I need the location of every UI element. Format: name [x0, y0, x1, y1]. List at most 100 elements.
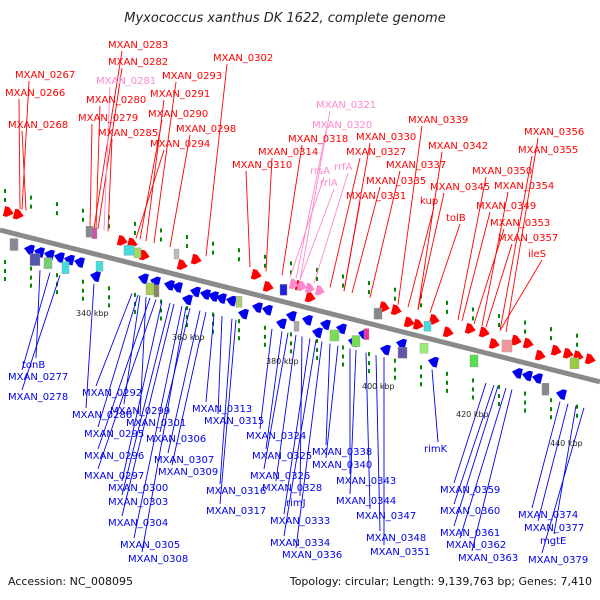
label-leader-line	[21, 130, 27, 211]
gene-label: MXAN_0320	[312, 120, 372, 131]
label-leader-line	[537, 403, 569, 522]
forward-gene-arrow	[510, 334, 522, 346]
label-leader-line	[145, 99, 165, 241]
reverse-gene-arrow	[276, 318, 287, 330]
label-leader-line	[21, 80, 30, 210]
tick-mark	[134, 230, 136, 235]
tick-mark	[446, 388, 448, 393]
gene-label: MXAN_0326	[250, 471, 310, 482]
label-leader-line	[97, 297, 151, 450]
tick-mark	[446, 300, 448, 305]
gene-label: MXAN_0334	[270, 538, 330, 549]
feature-block	[95, 261, 104, 272]
gene-label: MXAN_0305	[120, 540, 180, 551]
gene-label: MXAN_0286	[72, 410, 132, 421]
label-leader-line	[499, 259, 543, 331]
label-leader-line	[453, 384, 495, 505]
forward-gene-arrow	[464, 323, 476, 334]
feature-block	[29, 253, 41, 266]
tick-mark	[446, 309, 448, 314]
gene-label: MXAN_0281	[96, 76, 156, 87]
label-leader-line	[417, 192, 445, 310]
reverse-gene-arrow	[207, 291, 219, 302]
feature-block	[419, 343, 429, 354]
reverse-gene-arrow	[73, 257, 85, 269]
gene-label: MXAN_0280	[86, 95, 146, 106]
tick-mark	[524, 408, 526, 413]
tick-mark	[82, 217, 84, 222]
tick-mark	[56, 202, 58, 207]
gene-label: MXAN_0361	[440, 528, 500, 539]
tick-mark	[108, 224, 110, 229]
gene-features	[2, 206, 596, 400]
label-leader-line	[135, 149, 165, 239]
gene-label: MXAN_0307	[154, 455, 214, 466]
reverse-gene-arrow	[512, 368, 523, 379]
forward-gene-arrow	[478, 326, 490, 338]
label-leader-line	[139, 119, 163, 240]
label-leader-line	[141, 306, 187, 553]
tick-mark	[30, 204, 32, 209]
gene-label: MXAN_0344	[336, 496, 396, 507]
gene-label: MXAN_0315	[204, 416, 264, 427]
label-leader-line	[325, 343, 331, 446]
label-leader-line	[89, 123, 93, 227]
reverse-gene-arrow	[335, 323, 347, 335]
gene-label: MXAN_0330	[356, 132, 416, 143]
reverse-gene-arrow	[34, 247, 45, 258]
gene-label: MXAN_0300	[108, 483, 168, 494]
tick-mark	[160, 308, 162, 313]
kbp-scale-labels: 340 kbp 360 kbp 380 kbp 400 kbp 420 kbp 440 k…	[76, 309, 583, 448]
reverse-gene-arrow	[164, 280, 175, 291]
forward-gene-arrow	[176, 259, 188, 270]
gene-label: MXAN_0283	[108, 40, 168, 51]
gene-label: MXAN_0324	[246, 431, 306, 442]
tick-mark	[186, 306, 188, 311]
gene-label: MXAN_0308	[128, 554, 188, 565]
tick-mark	[30, 275, 32, 280]
tick-mark	[394, 358, 396, 363]
label-leader-line	[103, 86, 111, 231]
label-leader-lines	[18, 50, 585, 554]
label-leader-line	[259, 328, 273, 430]
tick-mark	[316, 267, 318, 272]
tick-mark	[56, 273, 58, 278]
label-leader-line	[265, 331, 283, 450]
reverse-gene-arrow	[427, 356, 439, 368]
gene-label: MXAN_0328	[262, 483, 322, 494]
tick-mark	[368, 352, 370, 357]
tick-mark	[290, 270, 292, 275]
gene-label: rrlA	[320, 178, 338, 189]
tick-mark	[82, 208, 84, 213]
tick-mark	[550, 398, 552, 403]
label-leader-line	[167, 310, 201, 454]
gene-label: MXAN_0348	[366, 533, 426, 544]
label-leader-line	[351, 186, 381, 294]
tick-mark	[498, 322, 500, 327]
forward-gene-arrow	[390, 304, 402, 316]
gene-label: MXAN_0278	[8, 392, 68, 403]
tick-mark	[108, 295, 110, 300]
gene-label: mgtE	[540, 536, 566, 547]
gene-label: MXAN_0336	[282, 550, 342, 561]
label-leader-line	[453, 385, 499, 527]
tick-mark	[264, 254, 266, 259]
tick-mark	[342, 345, 344, 350]
tick-mark	[550, 336, 552, 341]
label-leader-line	[407, 206, 435, 308]
feature-block	[329, 329, 340, 342]
forward-gene-arrow	[522, 337, 534, 349]
reverse-gene-arrow	[89, 271, 101, 283]
gene-label: MXAN_0325	[252, 451, 312, 462]
gene-label: MXAN_0342	[428, 141, 488, 152]
label-leader-line	[133, 305, 183, 539]
tick-mark	[212, 250, 214, 255]
tick-mark	[30, 283, 32, 288]
gene-label: MXAN_0355	[518, 145, 578, 156]
tick-mark	[290, 341, 292, 346]
tick-mark	[420, 303, 422, 308]
label-leader-line	[289, 176, 325, 278]
feature-block	[91, 227, 98, 239]
